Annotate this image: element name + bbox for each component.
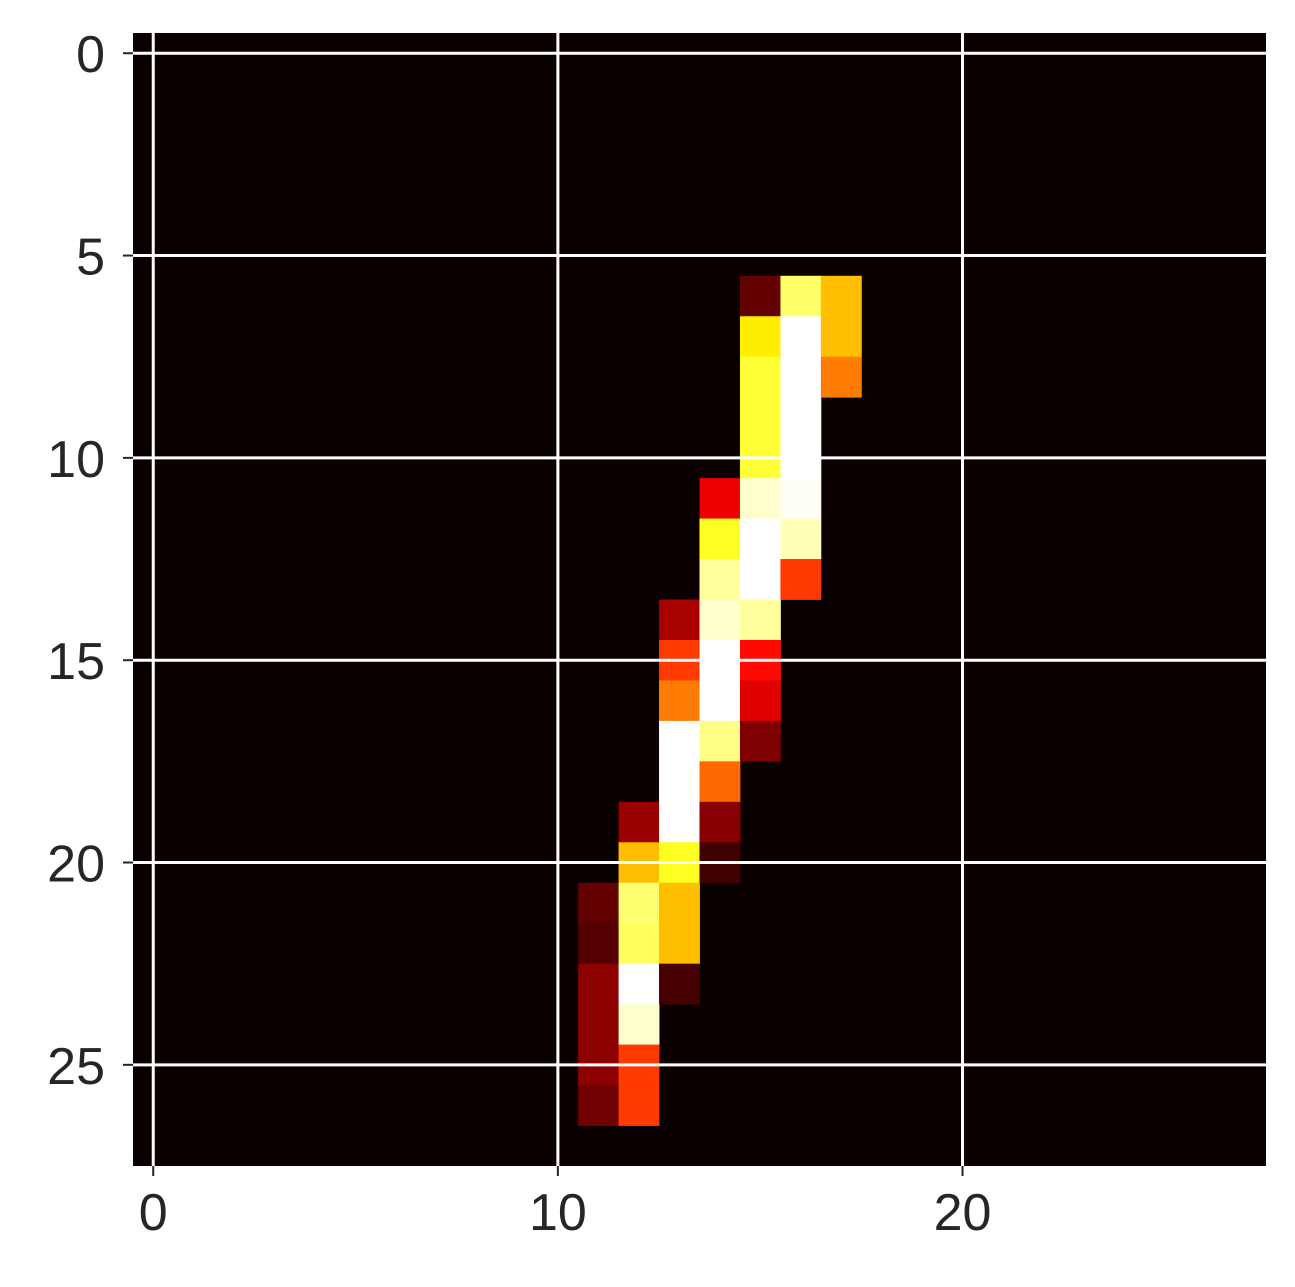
x-tick-label: 0 [139, 1184, 168, 1242]
heatmap-cell [659, 882, 700, 924]
heatmap-cell [659, 761, 700, 803]
heatmap-cells [578, 275, 862, 1126]
heatmap-cell [780, 518, 822, 560]
heatmap-cell [820, 356, 862, 398]
heatmap-cell [578, 1004, 619, 1046]
heatmap-cell [618, 923, 660, 965]
heatmap-cell [739, 518, 781, 560]
heatmap-cell [699, 478, 741, 519]
y-tick-label: 10 [47, 431, 105, 489]
heatmap-cell [578, 963, 619, 1005]
heatmap-cell [618, 963, 660, 1005]
heatmap-cell [780, 559, 822, 600]
heatmap-cell [780, 478, 822, 519]
heatmap-cell [578, 1085, 619, 1126]
heatmap-cell [739, 316, 781, 358]
y-tick-label: 20 [47, 836, 105, 894]
heatmap-cell [739, 559, 781, 600]
heatmap-cell [820, 316, 862, 358]
heatmap-cell [739, 356, 781, 398]
gridlines [133, 33, 1266, 1166]
heatmap-cell [618, 882, 660, 924]
heatmap-cell [618, 801, 660, 843]
heatmap-cell [659, 963, 700, 1005]
heatmap-cell [739, 599, 781, 641]
heatmap-cell [578, 923, 619, 965]
heatmap-cell [618, 1085, 660, 1126]
y-tick-label: 5 [76, 229, 105, 287]
heatmap-cell [659, 801, 700, 843]
heatmap-cell [780, 275, 822, 317]
heatmap-cell [659, 720, 700, 762]
y-tick-label: 15 [47, 633, 105, 691]
heatmap-cell [739, 680, 781, 722]
heatmap-cell [699, 599, 741, 641]
heatmap-cell [699, 518, 741, 560]
y-tick-label: 25 [47, 1038, 105, 1096]
heatmap-cell [780, 397, 822, 439]
heatmap-cell [659, 923, 700, 965]
heatmap-cell [699, 559, 741, 600]
heatmap-cell [618, 1004, 660, 1046]
y-tick-label: 0 [76, 26, 105, 84]
heatmap-cell [659, 680, 700, 722]
x-tick-label: 20 [934, 1184, 992, 1242]
y-axis-ticks: 0 5 10 15 20 25 [47, 26, 133, 1096]
heatmap-cell [578, 882, 619, 924]
heatmap-cell [739, 478, 781, 519]
heatmap-cell [780, 316, 822, 358]
heatmap-cell [699, 680, 741, 722]
heatmap-cell [659, 599, 700, 641]
heatmap-cell [739, 720, 781, 762]
heatmap-cell [820, 275, 862, 317]
x-axis-ticks: 0 10 20 [139, 1166, 992, 1242]
heatmap-cell [739, 397, 781, 439]
heatmap-cell [780, 356, 822, 398]
x-tick-label: 10 [529, 1184, 587, 1242]
heatmap-cell [699, 761, 741, 803]
heatmap-cell [699, 801, 741, 843]
heatmap-cell [739, 275, 781, 317]
heatmap-cell [699, 720, 741, 762]
